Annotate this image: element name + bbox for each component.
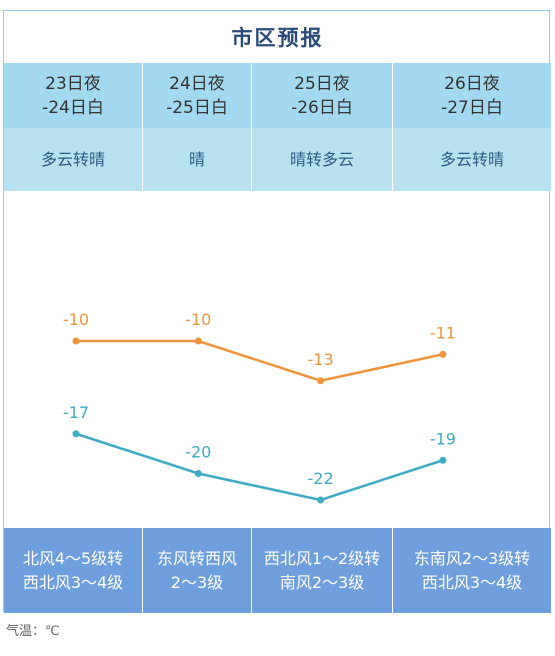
wind-cell: 北风4～5级转 西北风3～4级 — [4, 528, 143, 613]
temp-label: -10 — [63, 310, 89, 329]
temp-label: -17 — [63, 403, 89, 422]
weather-cell: 多云转晴 — [4, 128, 143, 191]
temp-label: -19 — [430, 429, 456, 448]
temp-label: -22 — [308, 469, 334, 488]
date-cell: 26日夜 -27日白 — [393, 63, 551, 128]
wind-cell: 东南风2～3级转 西北风3～4级 — [393, 528, 551, 613]
temp-label: -20 — [185, 443, 211, 462]
temp-point — [317, 496, 325, 504]
date-cell: 23日夜 -24日白 — [4, 63, 143, 128]
temp-point — [439, 456, 447, 464]
wind-cell: 东风转西风 2～3级 — [143, 528, 252, 613]
forecast-table: 市区预报 -10 -10 -13 -11 -17 -20 -22 -19 23日夜 -24日白… — [3, 10, 551, 613]
wind-cell: 西北风1～2级转 南风2～3级 — [252, 528, 393, 613]
chart: -10 -10 -13 -11 -17 -20 -22 -19 — [63, 310, 456, 504]
temp-label: -10 — [185, 310, 211, 329]
unit-note: 气温：℃ — [6, 624, 60, 639]
temp-label: -11 — [430, 323, 456, 342]
temp-point — [72, 337, 80, 345]
temp-point — [72, 430, 80, 438]
weather-cell: 多云转晴 — [393, 128, 551, 191]
date-cell: 24日夜 -25日白 — [143, 63, 252, 128]
weather-cell: 晴转多云 — [252, 128, 393, 191]
temp-line — [76, 339, 444, 383]
date-cell: 25日夜 -26日白 — [252, 63, 393, 128]
temp-line — [75, 432, 444, 502]
temp-point — [194, 470, 202, 477]
temp-point — [439, 350, 447, 358]
temp-point — [317, 377, 325, 385]
weather-cell: 晴 — [143, 128, 252, 191]
temp-point — [194, 337, 202, 345]
title: 市区预报 — [231, 26, 324, 50]
temp-label: -13 — [308, 350, 334, 369]
